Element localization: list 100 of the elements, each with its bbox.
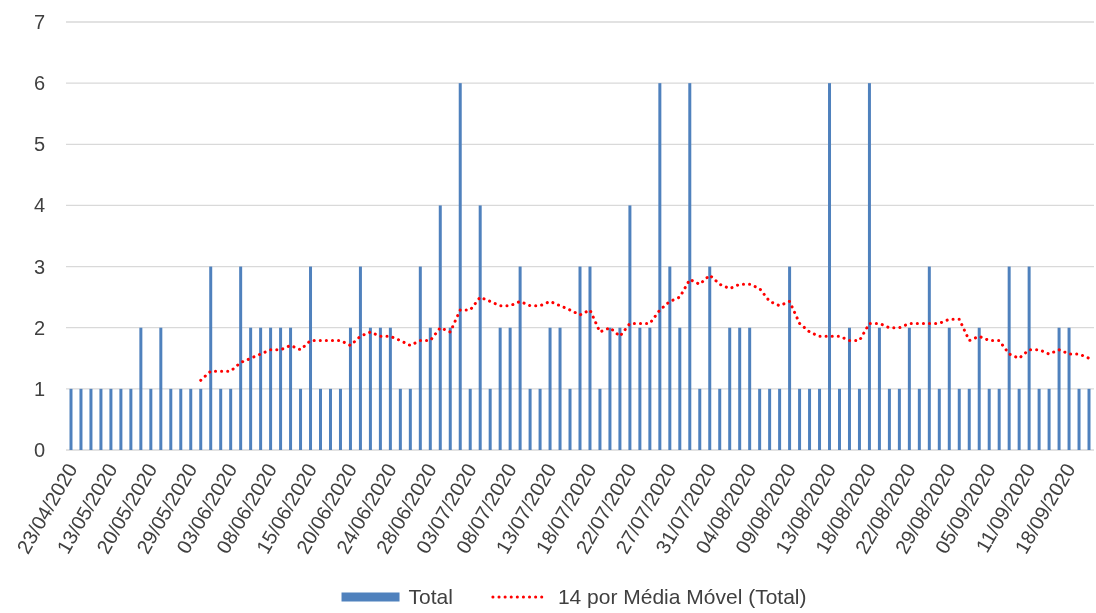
bar [937,388,941,450]
bar [678,327,682,450]
bar [768,388,772,450]
bar [159,327,163,450]
bar [977,327,981,450]
bar [398,388,402,450]
bar [798,388,802,450]
bar [239,266,243,450]
bar [857,388,861,450]
bar [338,388,342,450]
bar [348,327,352,450]
bar [269,327,273,450]
bar [99,388,103,450]
bar [518,266,522,450]
bar [548,327,552,450]
bar [279,327,283,450]
bar [1057,327,1061,450]
bar [668,266,672,450]
y-tick-label: 2 [33,316,45,339]
bar [119,388,123,450]
bar [319,388,322,450]
bar [708,266,712,450]
bar [289,327,293,450]
bar [568,388,572,450]
bar [79,388,83,450]
bar [728,327,732,450]
bar [947,327,951,450]
bar [658,83,662,450]
bar [618,327,622,450]
bar [867,83,871,450]
bar [89,388,93,450]
bar [957,388,961,450]
y-tick-label: 0 [33,439,45,461]
bar [808,388,812,450]
bar [538,388,542,450]
bar [997,388,1001,450]
bar [788,266,792,450]
bar [109,388,113,450]
bar [648,327,652,450]
bar [638,327,642,450]
bar [219,388,223,450]
legend-label: Total [408,585,453,609]
bar [418,266,422,450]
bar [368,327,372,450]
bar [259,327,263,450]
bar [508,327,512,450]
legend-label: 14 por Média Móvel (Total) [557,585,807,609]
bar [129,388,133,450]
bar [877,327,881,450]
bar [408,388,412,450]
bar [1027,266,1031,450]
bar [468,388,472,450]
bar [818,388,822,450]
bar [688,83,692,450]
bar [828,83,832,450]
bar [758,388,762,450]
bar [608,327,612,450]
bar [189,388,193,450]
bar [778,388,782,450]
bar [738,327,742,450]
bar [897,388,901,450]
bar [1037,388,1041,450]
bar [169,388,173,450]
bar [199,388,203,450]
line-series [199,273,1091,382]
y-tick-label: 7 [33,11,45,33]
bar [558,327,562,450]
y-tick-label: 1 [33,377,45,400]
bar [1087,388,1091,450]
bar [428,327,432,450]
bar [229,388,233,450]
bar [718,388,722,450]
bar [588,266,592,450]
bar [838,388,841,450]
bar [847,327,851,450]
bar [69,388,73,450]
bar [328,388,332,450]
y-tick-label: 3 [33,255,45,278]
bar [309,266,313,450]
bar [448,327,452,450]
bar [358,266,362,450]
bar [598,388,602,450]
bar [748,327,752,450]
y-tick-label: 4 [33,194,45,217]
y-tick-label: 5 [33,133,45,156]
bar [1007,266,1011,450]
bar [458,83,462,450]
bar [887,388,891,450]
bar [249,327,253,450]
bar [388,327,392,450]
bar [139,327,143,450]
bar [907,327,911,450]
bar [488,388,492,450]
bar [917,388,921,450]
bar [438,205,442,450]
y-tick-label: 6 [33,72,45,95]
bar [528,388,532,450]
bar [498,327,502,450]
bar [1047,388,1051,450]
bar [1067,327,1071,450]
